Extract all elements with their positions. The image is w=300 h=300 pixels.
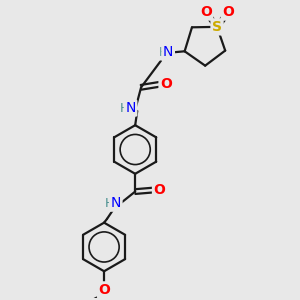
Text: H: H bbox=[104, 196, 114, 210]
Text: N: N bbox=[163, 46, 173, 59]
Text: N: N bbox=[111, 196, 121, 210]
Text: H: H bbox=[158, 46, 168, 59]
Text: O: O bbox=[200, 5, 212, 19]
Text: O: O bbox=[98, 283, 110, 297]
Text: O: O bbox=[154, 183, 165, 197]
Text: O: O bbox=[160, 77, 172, 91]
Text: O: O bbox=[222, 5, 234, 19]
Text: H: H bbox=[120, 101, 129, 115]
Text: N: N bbox=[125, 101, 136, 115]
Text: S: S bbox=[212, 20, 222, 34]
